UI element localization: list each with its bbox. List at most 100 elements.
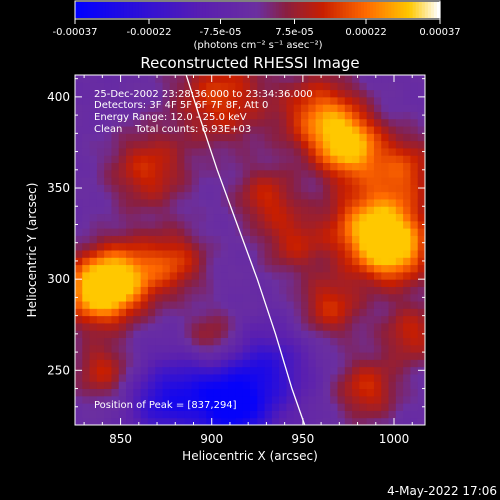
heatmap-cell xyxy=(359,155,368,163)
heatmap-cell xyxy=(308,111,317,120)
heatmap-cell xyxy=(286,126,295,134)
heatmap-cell xyxy=(147,111,156,120)
heatmap-cell xyxy=(162,89,171,98)
heatmap-cell xyxy=(403,337,411,346)
heatmap-cell xyxy=(82,111,91,120)
heatmap-cell xyxy=(220,242,229,251)
heatmap-cell xyxy=(242,184,251,193)
heatmap-cell xyxy=(198,242,207,251)
heatmap-cell xyxy=(381,337,390,346)
heatmap-cell xyxy=(271,206,280,215)
heatmap-cell xyxy=(279,330,287,338)
heatmap-cell xyxy=(381,403,390,411)
heatmap-cell xyxy=(403,228,411,236)
heatmap-cell xyxy=(184,228,193,236)
heatmap-cell xyxy=(147,169,156,178)
heatmap-cell xyxy=(235,220,244,229)
heatmap-cell xyxy=(388,133,397,142)
heatmap-cell xyxy=(235,206,244,215)
colorbar-cell xyxy=(281,2,286,18)
heatmap-cell xyxy=(330,191,338,200)
heatmap-cell xyxy=(322,162,331,171)
heatmap-cell xyxy=(286,104,295,112)
heatmap-cell xyxy=(322,140,331,149)
heatmap-cell xyxy=(206,126,215,134)
heatmap-cell xyxy=(417,213,425,222)
heatmap-cell xyxy=(352,250,360,258)
heatmap-cell xyxy=(257,308,266,317)
heatmap-cell xyxy=(344,140,353,149)
heatmap-cell xyxy=(257,250,266,258)
heatmap-cell xyxy=(264,264,273,273)
heatmap-cell xyxy=(162,169,171,178)
heatmap-cell xyxy=(169,118,178,127)
heatmap-cell xyxy=(228,162,236,171)
heatmap-cell xyxy=(344,206,353,215)
heatmap-cell xyxy=(184,381,193,390)
heatmap-cell xyxy=(410,118,419,127)
heatmap-cell xyxy=(250,366,258,375)
heatmap-cell xyxy=(82,301,91,309)
heatmap-cell xyxy=(359,213,368,222)
heatmap-cell xyxy=(147,381,156,390)
heatmap-cell xyxy=(184,96,193,105)
heatmap-cell xyxy=(104,206,112,215)
heatmap-cell xyxy=(75,242,83,251)
heatmap-cell xyxy=(155,322,163,331)
heatmap-cell xyxy=(191,308,200,317)
heatmap-cell xyxy=(286,191,295,200)
heatmap-cell xyxy=(279,337,287,346)
heatmap-cell xyxy=(417,155,425,163)
heatmap-cell xyxy=(337,198,346,207)
heatmap-cell xyxy=(235,330,244,338)
colorbar-cell xyxy=(129,2,134,18)
heatmap-cell xyxy=(337,257,346,266)
heatmap-cell xyxy=(133,104,142,112)
heatmap-cell xyxy=(264,220,273,229)
heatmap-cell xyxy=(147,322,156,331)
heatmap-cell xyxy=(89,169,98,178)
heatmap-cell xyxy=(104,373,112,382)
heatmap-cell xyxy=(89,381,98,390)
heatmap-cell xyxy=(177,381,185,390)
colorbar-cell xyxy=(321,2,326,18)
heatmap-cell xyxy=(184,155,193,163)
heatmap-cell xyxy=(403,352,411,360)
heatmap-cell xyxy=(220,228,229,236)
heatmap-cell xyxy=(301,352,309,360)
heatmap-cell xyxy=(315,257,324,266)
heatmap-cell xyxy=(96,417,105,425)
heatmap-cell xyxy=(75,257,83,266)
heatmap-cell xyxy=(359,373,368,382)
heatmap-cell xyxy=(359,308,368,317)
heatmap-cell xyxy=(352,352,360,360)
annotation-energy: Energy Range: 12.0 - 25.0 keV xyxy=(94,112,247,123)
heatmap-cell xyxy=(220,293,229,302)
colorbar-cell xyxy=(193,2,198,18)
heatmap-cell xyxy=(322,155,331,163)
x-tick-label: 950 xyxy=(291,432,314,446)
heatmap-cell xyxy=(82,417,91,425)
heatmap-cell xyxy=(388,228,397,236)
heatmap-cell xyxy=(352,337,360,346)
heatmap-cell xyxy=(155,388,163,397)
heatmap-cell xyxy=(133,257,142,266)
colorbar-cell xyxy=(141,2,146,18)
heatmap-cell xyxy=(417,111,425,120)
heatmap-cell xyxy=(104,75,112,83)
heatmap-cell xyxy=(82,315,91,324)
heatmap-cell xyxy=(198,133,207,142)
heatmap-cell xyxy=(155,198,163,207)
colorbar-cell xyxy=(403,2,408,18)
heatmap-cell xyxy=(373,126,382,134)
heatmap-cell xyxy=(417,301,425,309)
heatmap-cell xyxy=(359,322,368,331)
heatmap-cell xyxy=(403,133,411,142)
heatmap-cell xyxy=(250,96,258,105)
heatmap-cell xyxy=(388,286,397,295)
heatmap-cell xyxy=(140,403,149,411)
heatmap-cell xyxy=(352,177,360,185)
heatmap-cell xyxy=(293,395,302,404)
heatmap-cell xyxy=(279,213,287,222)
colorbar-frame xyxy=(74,0,441,20)
